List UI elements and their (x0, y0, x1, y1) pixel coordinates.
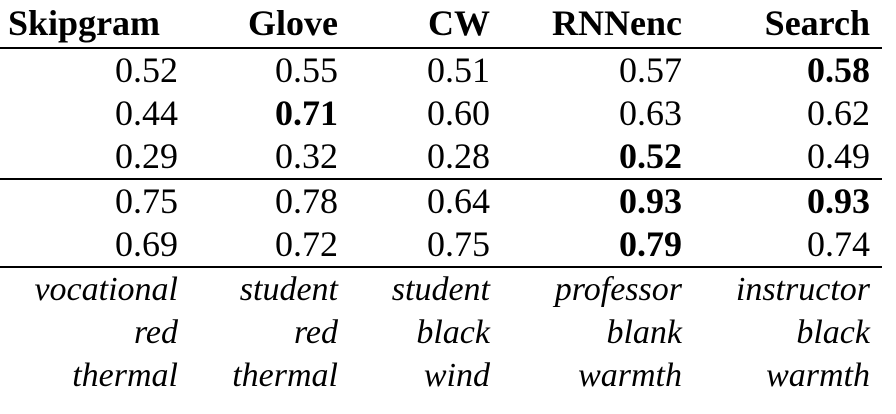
cell: 0.51 (350, 47, 502, 92)
word-cell: wind (423, 357, 490, 394)
cell: 0.57 (502, 47, 694, 92)
cell: 0.62 (807, 93, 870, 133)
word-cell: vocational (0, 266, 190, 311)
cell: 0.63 (619, 93, 682, 133)
word-cell: student (350, 266, 502, 311)
cell: 0.29 (115, 136, 178, 176)
table-row: 0.44 0.71 0.60 0.63 0.62 (0, 92, 882, 135)
score-group-1: 0.52 0.55 0.51 0.57 0.58 0.44 0.71 0.60 … (0, 47, 882, 179)
cell: 0.58 (694, 47, 882, 92)
word-cell: instructor (694, 266, 882, 311)
column-header-rnnenc: RNNenc (552, 3, 682, 43)
cell: 0.75 (427, 224, 490, 264)
table-row: red red black blank black (0, 311, 882, 354)
cell: 0.28 (427, 136, 490, 176)
table-header: Skipgram Glove CW RNNenc Search (0, 0, 882, 48)
cell: 0.55 (190, 47, 350, 92)
cell: 0.75 (0, 178, 190, 223)
word-cell: red (293, 314, 338, 351)
cell: 0.72 (275, 224, 338, 264)
cell: 0.49 (807, 136, 870, 176)
table-row: 0.69 0.72 0.75 0.79 0.74 (0, 223, 882, 267)
table-row: vocational student student professor ins… (0, 266, 882, 311)
cell: 0.69 (115, 224, 178, 264)
cell: 0.60 (427, 93, 490, 133)
column-header-cw: CW (428, 3, 490, 43)
column-header-search: Search (764, 3, 870, 43)
cell: 0.64 (350, 178, 502, 223)
word-cell: blank (606, 314, 682, 351)
column-header-skipgram: Skipgram (8, 3, 161, 43)
word-cell: red (133, 314, 178, 351)
word-cell: warmth (578, 357, 682, 394)
cell: 0.32 (275, 136, 338, 176)
word-group: vocational student student professor ins… (0, 266, 882, 397)
table-row: thermal thermal wind warmth warmth (0, 354, 882, 397)
cell: 0.52 (0, 47, 190, 92)
cell: 0.44 (115, 93, 178, 133)
results-table: Skipgram Glove CW RNNenc Search 0.52 0.5… (0, 0, 882, 397)
cell: 0.93 (694, 178, 882, 223)
cell: 0.71 (275, 93, 338, 133)
cell: 0.52 (619, 136, 682, 176)
score-group-2: 0.75 0.78 0.64 0.93 0.93 0.69 0.72 0.75 … (0, 178, 882, 267)
table-row: 0.29 0.32 0.28 0.52 0.49 (0, 135, 882, 179)
word-cell: black (416, 314, 490, 351)
table-row: 0.75 0.78 0.64 0.93 0.93 (0, 178, 882, 223)
word-cell: warmth (766, 357, 870, 394)
word-cell: thermal (72, 357, 178, 394)
table-row: 0.52 0.55 0.51 0.57 0.58 (0, 47, 882, 92)
cell: 0.74 (807, 224, 870, 264)
word-cell: professor (502, 266, 694, 311)
cell: 0.79 (619, 224, 682, 264)
word-cell: thermal (232, 357, 338, 394)
word-cell: student (190, 266, 350, 311)
word-cell: black (796, 314, 870, 351)
cell: 0.78 (190, 178, 350, 223)
cell: 0.93 (502, 178, 694, 223)
column-header-glove: Glove (248, 3, 338, 43)
header-row: Skipgram Glove CW RNNenc Search (0, 0, 882, 48)
